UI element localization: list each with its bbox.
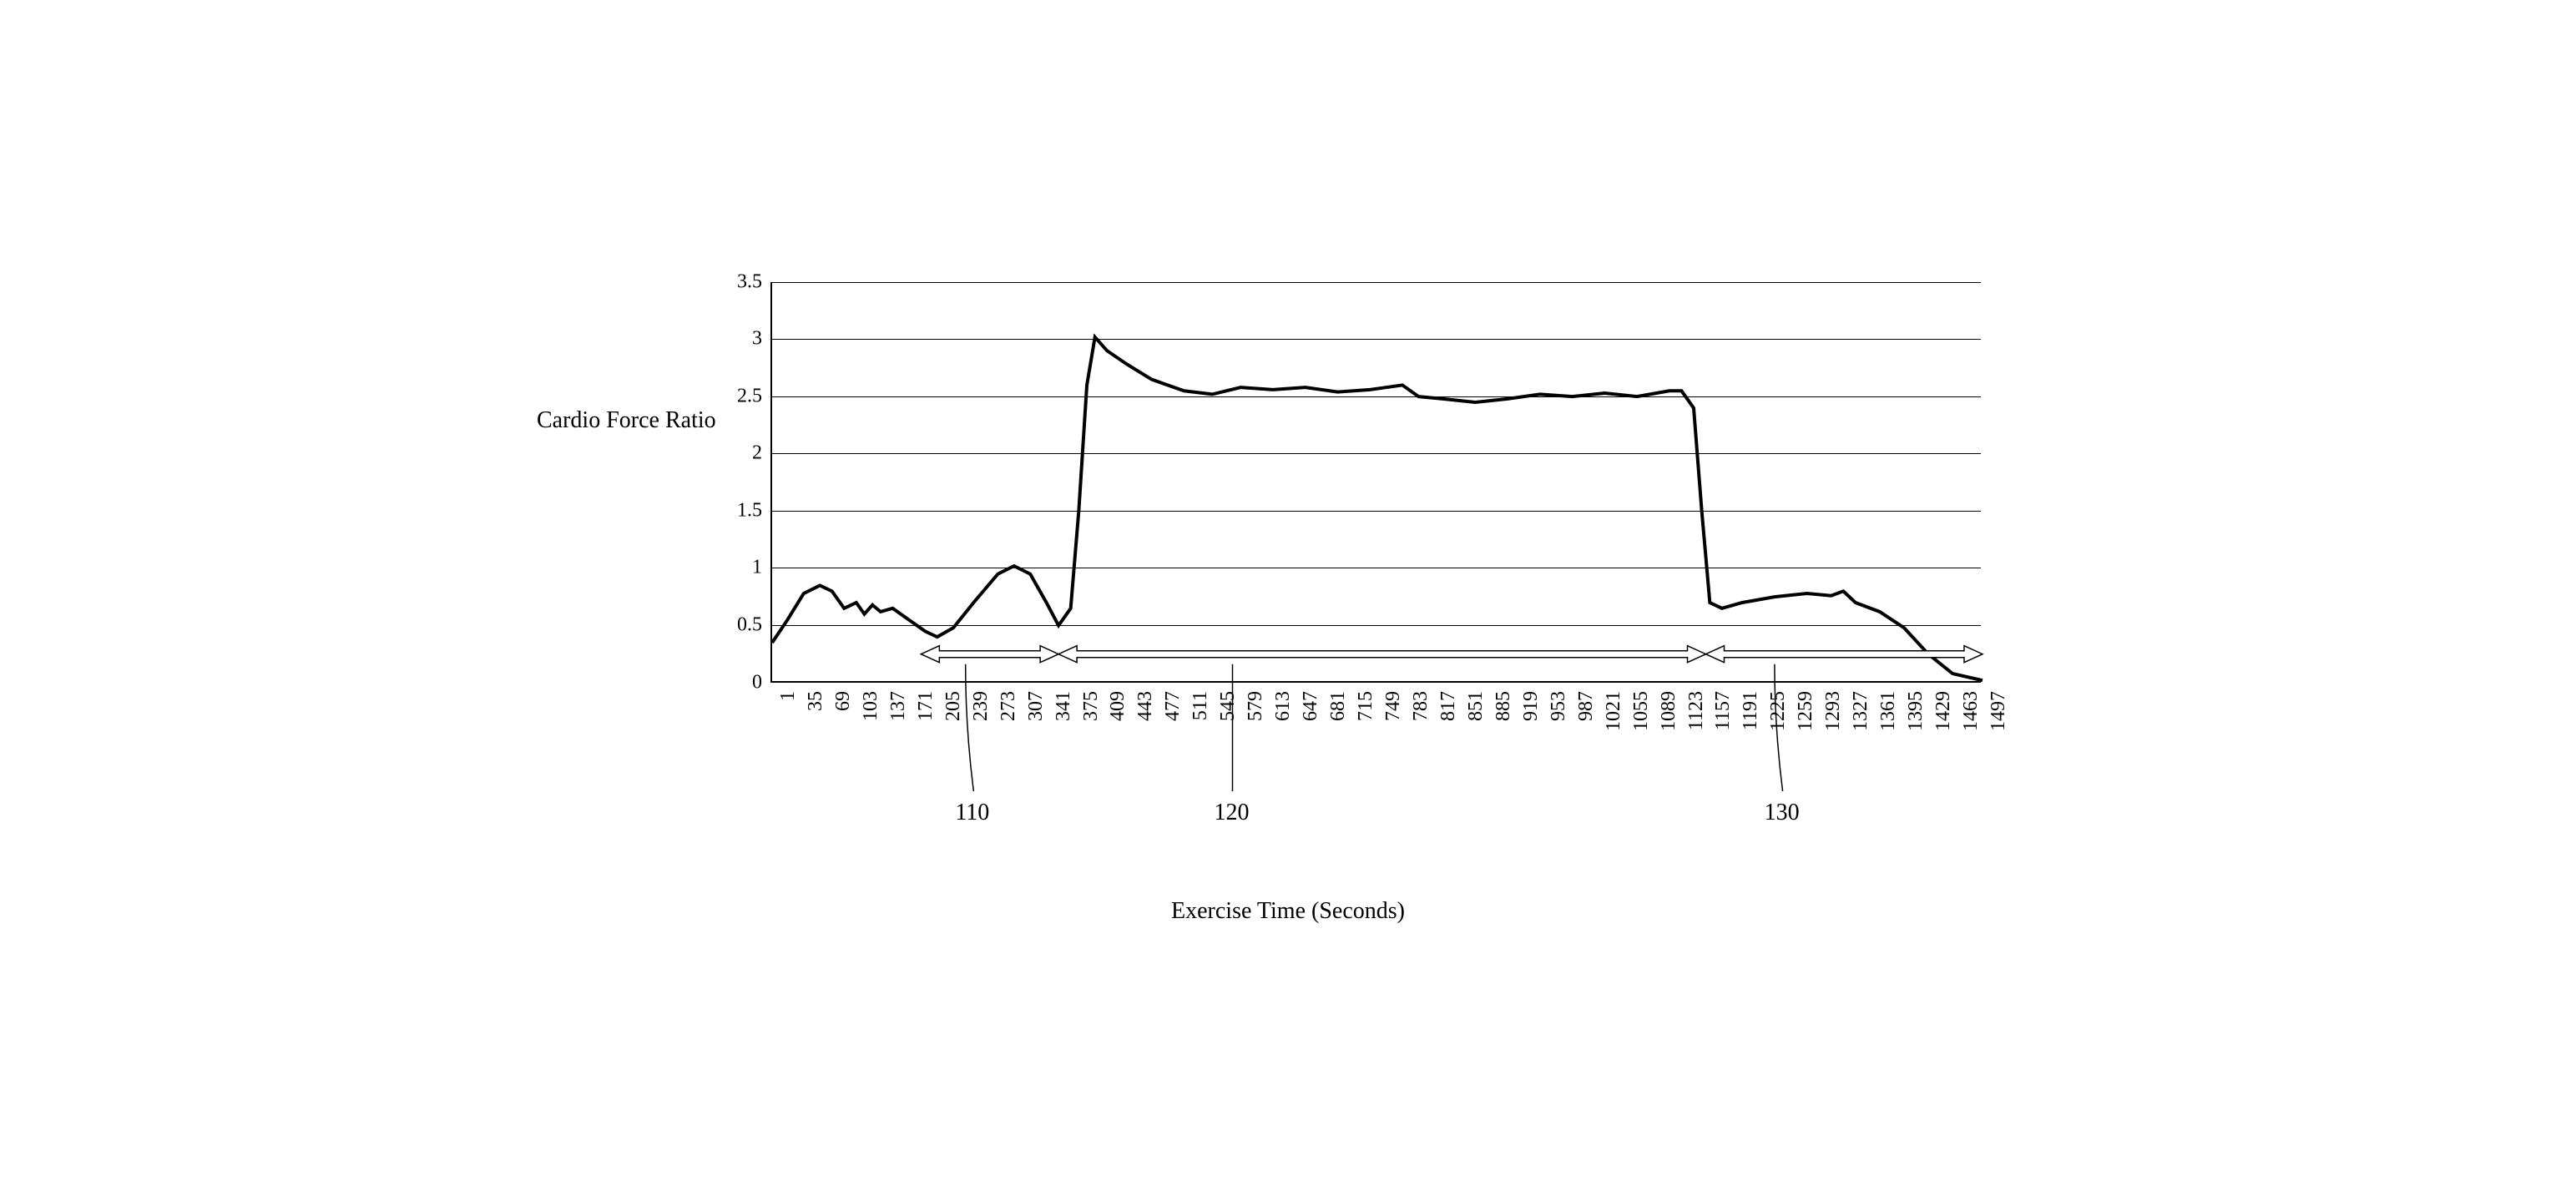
x-tick-label: 783: [1410, 691, 1432, 721]
x-tick-label: 205: [942, 691, 965, 721]
line-chart-svg: [772, 282, 1983, 683]
x-tick-label: 1293: [1822, 691, 1845, 731]
x-tick-label: 477: [1162, 691, 1184, 721]
gridline: [772, 511, 1981, 512]
x-tick-label: 1429: [1932, 691, 1955, 731]
callout-label: 110: [955, 800, 989, 826]
x-tick-label: 239: [970, 691, 993, 721]
x-tick-label: 375: [1080, 691, 1103, 721]
range-arrow: [1058, 645, 1705, 662]
y-tick-label: 0: [712, 671, 762, 694]
x-tick-label: 1157: [1712, 691, 1735, 730]
x-tick-label: 1: [777, 691, 800, 701]
y-axis-label: Cardio Force Ratio: [537, 407, 716, 434]
y-tick-label: 2: [712, 442, 762, 465]
y-tick-label: 3: [712, 328, 762, 351]
chart-container: Cardio Force Ratio Exercise Time (Second…: [537, 257, 2039, 925]
x-tick-label: 579: [1245, 691, 1267, 721]
gridline: [772, 282, 1981, 283]
gridline: [772, 453, 1981, 454]
y-tick-label: 1.5: [712, 499, 762, 522]
gridline: [772, 396, 1981, 397]
gridline: [772, 625, 1981, 626]
x-tick-label: 1055: [1630, 691, 1653, 731]
x-tick-label: 715: [1355, 691, 1377, 721]
x-tick-label: 919: [1520, 691, 1543, 721]
x-tick-label: 851: [1465, 691, 1488, 721]
x-tick-label: 1021: [1603, 691, 1625, 731]
range-arrow: [921, 645, 1058, 662]
callout-label: 120: [1215, 800, 1250, 826]
x-tick-label: 171: [915, 691, 937, 721]
x-tick-label: 35: [805, 691, 827, 711]
y-tick-label: 2.5: [712, 385, 762, 407]
x-tick-label: 1361: [1877, 691, 1900, 731]
gridline: [772, 339, 1981, 340]
x-tick-label: 307: [1025, 691, 1048, 721]
y-tick-label: 0.5: [712, 613, 762, 636]
x-tick-label: 1089: [1658, 691, 1680, 731]
x-tick-label: 1497: [1988, 691, 2010, 731]
x-tick-label: 1123: [1685, 691, 1708, 730]
x-tick-label: 511: [1190, 691, 1212, 720]
x-tick-label: 1259: [1795, 691, 1817, 731]
x-tick-label: 613: [1272, 691, 1295, 721]
x-tick-label: 1191: [1740, 691, 1762, 730]
x-tick-label: 1327: [1850, 691, 1872, 731]
x-tick-label: 1395: [1905, 691, 1927, 731]
callout-label: 130: [1765, 800, 1800, 826]
x-tick-label: 341: [1053, 691, 1075, 721]
x-tick-label: 137: [887, 691, 910, 721]
x-tick-label: 953: [1548, 691, 1570, 721]
x-tick-label: 273: [998, 691, 1020, 721]
y-tick-label: 1: [712, 557, 762, 579]
y-tick-label: 3.5: [712, 270, 762, 293]
x-tick-label: 409: [1107, 691, 1129, 721]
x-tick-label: 1463: [1960, 691, 1983, 731]
x-tick-label: 749: [1382, 691, 1405, 721]
x-axis-label: Exercise Time (Seconds): [1171, 898, 1405, 925]
x-tick-label: 987: [1575, 691, 1598, 721]
x-tick-label: 103: [860, 691, 882, 721]
x-tick-label: 817: [1437, 691, 1460, 721]
x-tick-label: 885: [1493, 691, 1515, 721]
x-tick-label: 443: [1134, 691, 1157, 721]
x-tick-label: 1225: [1767, 691, 1790, 731]
callout-leader: [966, 664, 974, 790]
plot-area: [770, 282, 1981, 683]
x-tick-label: 681: [1327, 691, 1350, 721]
data-line: [772, 336, 1983, 679]
x-tick-label: 545: [1217, 691, 1240, 721]
range-arrow: [1706, 645, 1983, 662]
x-tick-label: 647: [1300, 691, 1322, 721]
x-tick-label: 69: [832, 691, 855, 711]
